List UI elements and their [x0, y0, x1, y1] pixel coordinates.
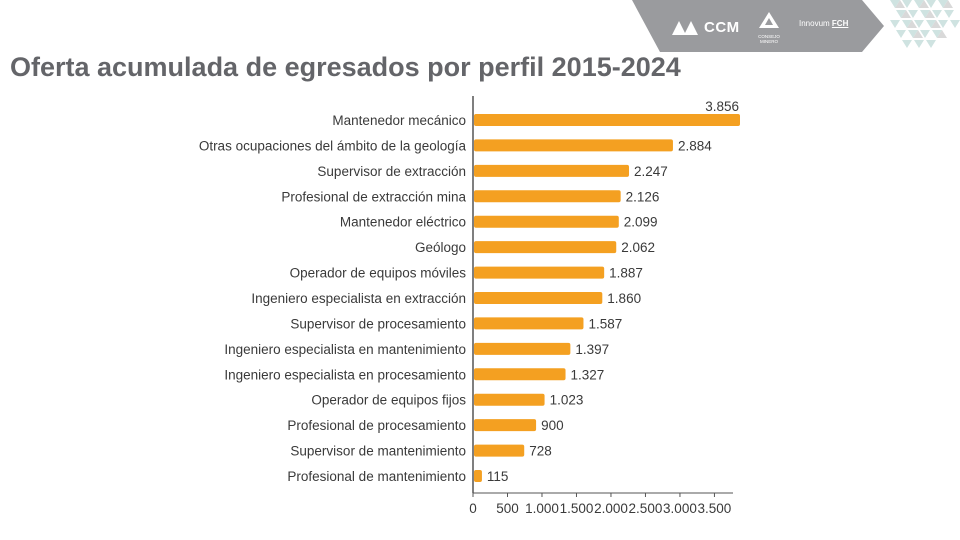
bar [474, 216, 619, 228]
category-label: Profesional de extracción mina [281, 189, 466, 204]
category-label: Ingeniero especialista en mantenimiento [224, 342, 466, 357]
category-label: Mantenedor mecánico [332, 113, 466, 128]
category-label: Supervisor de mantenimiento [290, 444, 466, 459]
value-label: 728 [529, 444, 552, 459]
category-label: Otras ocupaciones del ámbito de la geolo… [199, 138, 467, 153]
value-label: 900 [541, 418, 564, 433]
value-label: 1.587 [588, 316, 622, 331]
x-tick-label: 2.000 [594, 501, 628, 516]
category-label: Mantenedor eléctrico [340, 215, 466, 230]
bar [474, 394, 545, 406]
x-tick-label: 3.000 [663, 501, 697, 516]
value-label: 3.856 [705, 99, 739, 114]
bar [474, 343, 570, 355]
bar [474, 241, 616, 253]
bar [474, 368, 566, 380]
bar [474, 267, 604, 279]
category-label: Ingeniero especialista en procesamiento [224, 367, 466, 382]
bar [474, 470, 482, 482]
value-label: 2.884 [678, 138, 712, 153]
x-tick-label: 1.500 [560, 501, 594, 516]
bar [474, 419, 536, 431]
bar [474, 139, 673, 151]
bar [474, 190, 621, 202]
category-label: Profesional de mantenimiento [287, 469, 466, 484]
category-label: Supervisor de extracción [317, 164, 466, 179]
value-label: 1.860 [607, 291, 641, 306]
value-label: 1.887 [609, 266, 643, 281]
bar [474, 114, 740, 126]
value-label: 1.023 [550, 393, 584, 408]
x-tick-label: 1.000 [525, 501, 559, 516]
x-tick-label: 0 [469, 501, 477, 516]
value-label: 2.126 [626, 189, 660, 204]
bar-chart: Mantenedor mecánico 3.856 Otras ocupacione… [0, 0, 960, 540]
x-tick-label: 2.500 [629, 501, 663, 516]
bar [474, 445, 524, 457]
value-label: 2.247 [634, 164, 668, 179]
value-label: 1.327 [571, 367, 605, 382]
bar [474, 165, 629, 177]
bar [474, 317, 583, 329]
category-label: Operador de equipos móviles [290, 266, 467, 281]
category-label: Profesional de procesamiento [287, 418, 466, 433]
x-tick-label: 500 [496, 501, 519, 516]
category-label: Supervisor de procesamiento [290, 316, 466, 331]
value-label: 115 [487, 469, 509, 484]
bar [474, 292, 602, 304]
category-label: Ingeniero especialista en extracción [251, 291, 466, 306]
category-label: Operador de equipos fijos [311, 393, 466, 408]
value-label: 2.099 [624, 215, 658, 230]
value-label: 2.062 [621, 240, 655, 255]
value-label: 1.397 [575, 342, 609, 357]
x-tick-label: 3.500 [698, 501, 732, 516]
category-label: Geólogo [415, 240, 466, 255]
